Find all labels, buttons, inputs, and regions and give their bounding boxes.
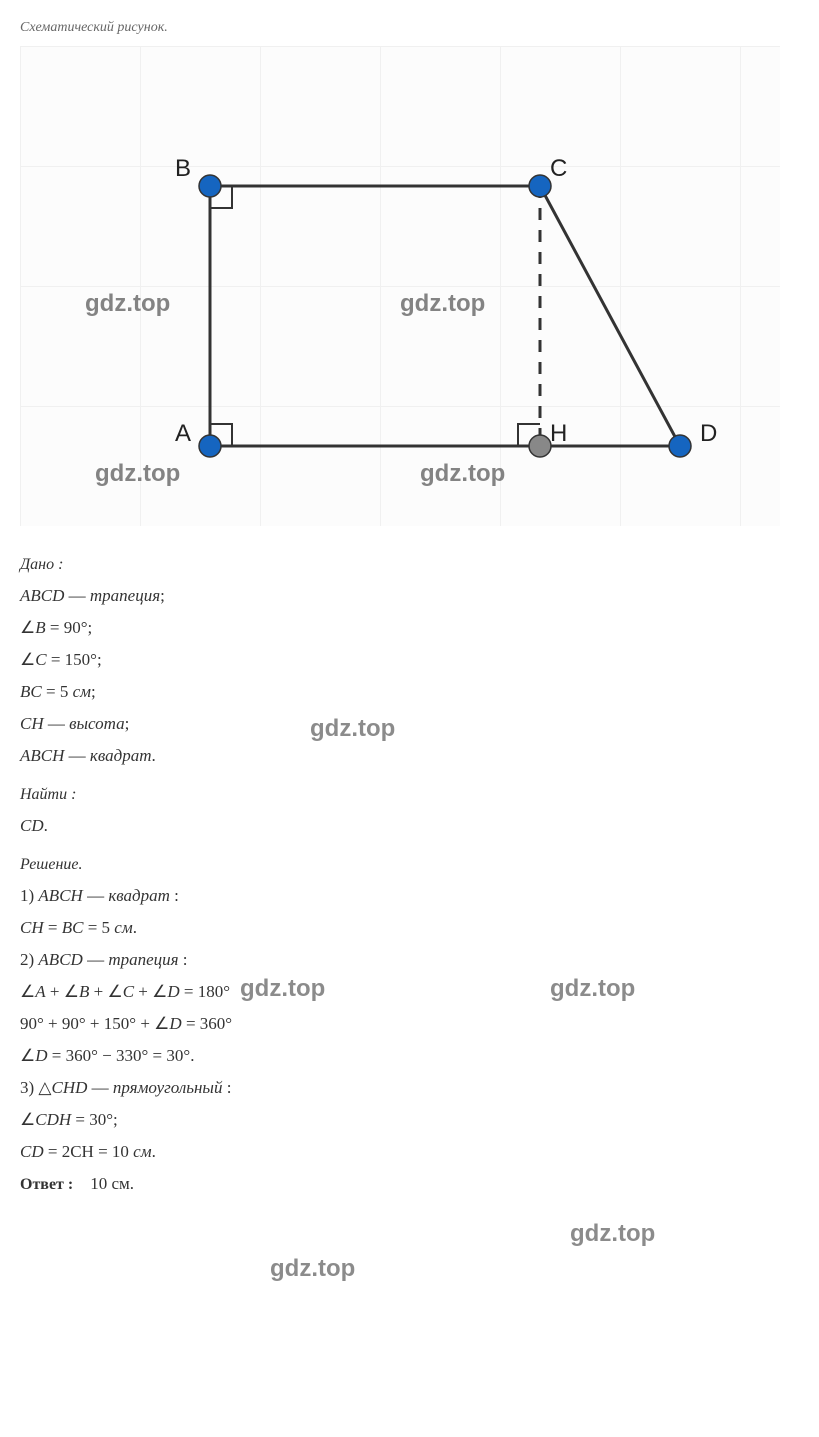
- svg-text:H: H: [550, 420, 567, 447]
- math-line: 1) ABCH — квадрат :: [20, 886, 799, 906]
- math-line: CD = 2CH = 10 см.: [20, 1142, 799, 1162]
- find-label: Найти :: [20, 786, 799, 804]
- watermark: gdz.top: [550, 975, 635, 1003]
- math-line: 2) ABCD — трапеция :: [20, 950, 799, 970]
- drawing-label: Схематический рисунок.: [20, 20, 799, 36]
- watermark: gdz.top: [240, 975, 325, 1003]
- math-line: ABCD — трапеция;: [20, 586, 799, 606]
- geometry-svg: A B C D Hgdz.top gdz.top gdz.top gdz.top: [20, 46, 780, 526]
- find-lines: CD.: [20, 816, 799, 836]
- math-line: 90° + 90° + 150° + ∠D = 360°: [20, 1014, 799, 1034]
- given-label: Дано :: [20, 556, 799, 574]
- watermark: gdz.top: [270, 1255, 355, 1283]
- svg-text:C: C: [550, 155, 567, 182]
- geometry-figure: A B C D Hgdz.top gdz.top gdz.top gdz.top: [20, 46, 780, 526]
- answer-row: Ответ : 10 см.: [20, 1174, 799, 1194]
- math-line: CH = BC = 5 см.: [20, 918, 799, 938]
- math-line: CD.: [20, 816, 799, 836]
- answer-text: 10 см.: [90, 1174, 134, 1193]
- solution-lines: 1) ABCH — квадрат : CH = BC = 5 см. 2) ABC…: [20, 886, 799, 1162]
- svg-text:D: D: [700, 420, 717, 447]
- svg-text:gdz.top: gdz.top: [85, 290, 170, 317]
- math-line: BC = 5 см;: [20, 682, 799, 702]
- svg-text:gdz.top: gdz.top: [400, 290, 485, 317]
- math-line: ABCH — квадрат.: [20, 746, 799, 766]
- solution-label: Решение.: [20, 856, 799, 874]
- given-lines: ABCD — трапеция; ∠B = 90°; ∠C = 150°; BC = …: [20, 586, 799, 766]
- svg-text:B: B: [175, 155, 191, 182]
- math-line: CH — высота;: [20, 714, 799, 734]
- watermark: gdz.top: [310, 715, 395, 743]
- math-line: ∠A + ∠B + ∠C + ∠D = 180°: [20, 982, 799, 1002]
- math-line: ∠D = 360° − 330° = 30°.: [20, 1046, 799, 1066]
- svg-text:A: A: [175, 420, 191, 447]
- svg-text:gdz.top: gdz.top: [420, 460, 505, 487]
- watermark: gdz.top: [570, 1220, 655, 1248]
- math-line: ∠CDH = 30°;: [20, 1110, 799, 1130]
- math-line: ∠C = 150°;: [20, 650, 799, 670]
- math-line: 3) △CHD — прямоугольный :: [20, 1078, 799, 1098]
- svg-text:gdz.top: gdz.top: [95, 460, 180, 487]
- math-line: ∠B = 90°;: [20, 618, 799, 638]
- answer-label: Ответ :: [20, 1176, 73, 1193]
